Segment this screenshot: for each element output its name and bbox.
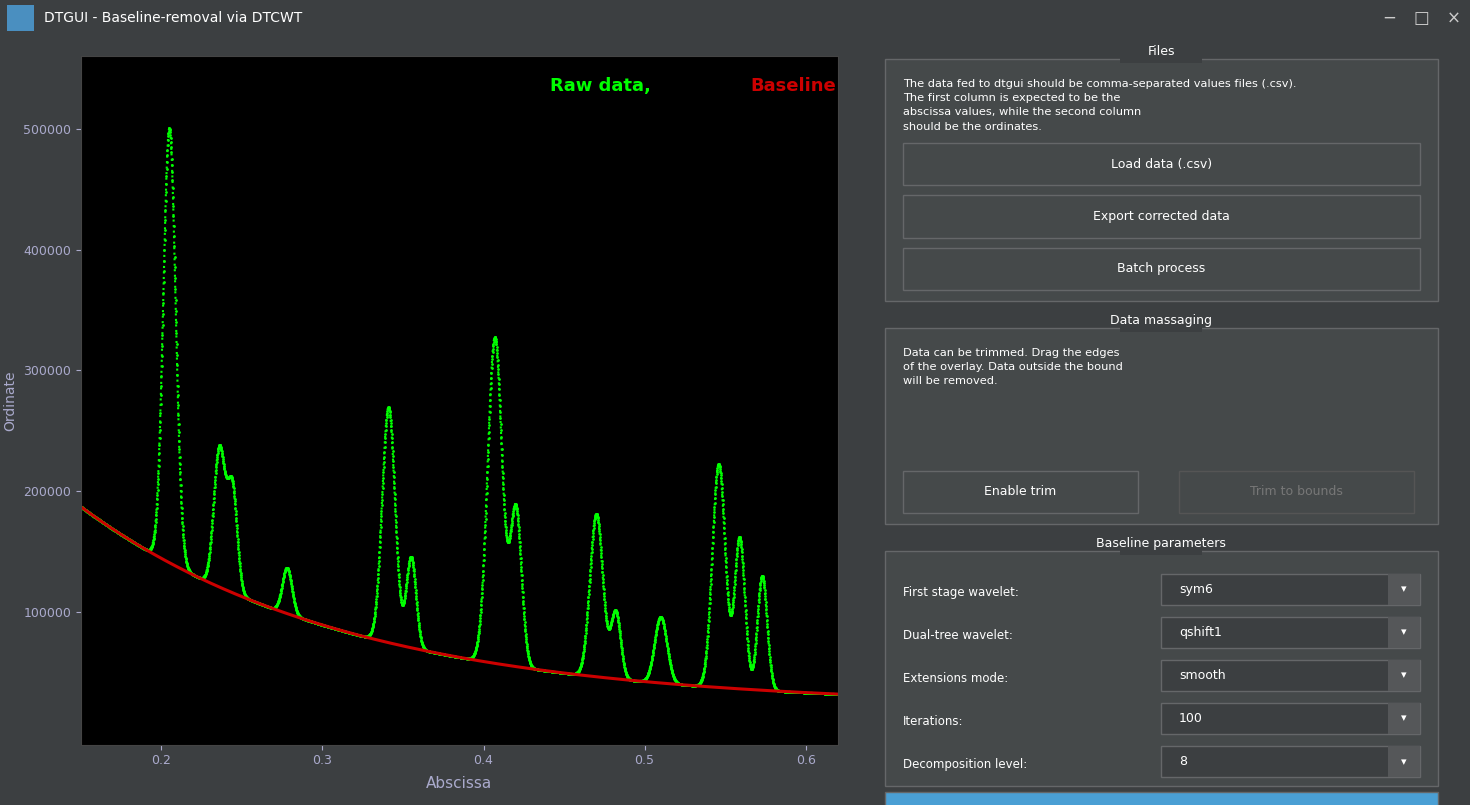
FancyBboxPatch shape (885, 792, 1438, 805)
FancyBboxPatch shape (903, 196, 1420, 237)
FancyBboxPatch shape (1388, 574, 1420, 605)
FancyBboxPatch shape (1388, 703, 1420, 734)
FancyBboxPatch shape (1161, 574, 1420, 605)
FancyBboxPatch shape (885, 60, 1438, 301)
FancyBboxPatch shape (1388, 617, 1420, 648)
FancyBboxPatch shape (1161, 746, 1420, 777)
Text: qshift1: qshift1 (1179, 626, 1222, 639)
FancyBboxPatch shape (1388, 746, 1420, 777)
Text: Extensions mode:: Extensions mode: (903, 671, 1008, 684)
Text: ▾: ▾ (1401, 671, 1407, 680)
Text: Export corrected data: Export corrected data (1092, 210, 1230, 223)
Text: Iterations:: Iterations: (903, 715, 963, 728)
Text: Dual-tree wavelet:: Dual-tree wavelet: (903, 629, 1013, 642)
FancyBboxPatch shape (903, 143, 1420, 185)
Text: sym6: sym6 (1179, 583, 1213, 596)
Text: Baseline: Baseline (751, 77, 836, 95)
Text: ▾: ▾ (1401, 757, 1407, 766)
FancyBboxPatch shape (903, 248, 1420, 290)
FancyBboxPatch shape (885, 551, 1438, 786)
Text: 100: 100 (1179, 712, 1202, 725)
FancyBboxPatch shape (1161, 660, 1420, 691)
Text: ×: × (1446, 9, 1461, 27)
X-axis label: Abscissa: Abscissa (426, 776, 492, 791)
Text: Enable trim: Enable trim (983, 485, 1057, 498)
Text: smooth: smooth (1179, 669, 1226, 682)
FancyBboxPatch shape (1388, 660, 1420, 691)
Text: −: − (1382, 9, 1396, 27)
Text: Data massaging: Data massaging (1110, 314, 1213, 327)
Text: Baseline parameters: Baseline parameters (1097, 537, 1226, 550)
Text: Load data (.csv): Load data (.csv) (1111, 158, 1211, 171)
Text: First stage wavelet:: First stage wavelet: (903, 585, 1019, 599)
Text: The data fed to dtgui should be comma-separated values files (.csv).
The first c: The data fed to dtgui should be comma-se… (903, 79, 1297, 132)
FancyBboxPatch shape (1120, 539, 1202, 555)
Text: ▾: ▾ (1401, 584, 1407, 594)
Text: □: □ (1414, 9, 1429, 27)
Text: Decomposition level:: Decomposition level: (903, 758, 1028, 770)
FancyBboxPatch shape (1120, 46, 1202, 63)
Text: Raw data,: Raw data, (550, 77, 657, 95)
Text: Files: Files (1148, 45, 1175, 58)
FancyBboxPatch shape (885, 328, 1438, 524)
FancyBboxPatch shape (1120, 316, 1202, 332)
Text: Batch process: Batch process (1117, 262, 1205, 275)
FancyBboxPatch shape (7, 6, 34, 31)
Text: DTGUI - Baseline-removal via DTCWT: DTGUI - Baseline-removal via DTCWT (44, 11, 303, 25)
Text: ▾: ▾ (1401, 628, 1407, 638)
FancyBboxPatch shape (1161, 703, 1420, 734)
Text: Data can be trimmed. Drag the edges
of the overlay. Data outside the bound
will : Data can be trimmed. Drag the edges of t… (903, 348, 1123, 386)
Y-axis label: Ordinate: Ordinate (3, 370, 18, 431)
FancyBboxPatch shape (1161, 617, 1420, 648)
FancyBboxPatch shape (1179, 471, 1414, 513)
Text: 8: 8 (1179, 755, 1186, 768)
Text: Trim to bounds: Trim to bounds (1250, 485, 1344, 498)
Text: ▾: ▾ (1401, 713, 1407, 724)
FancyBboxPatch shape (903, 471, 1138, 513)
